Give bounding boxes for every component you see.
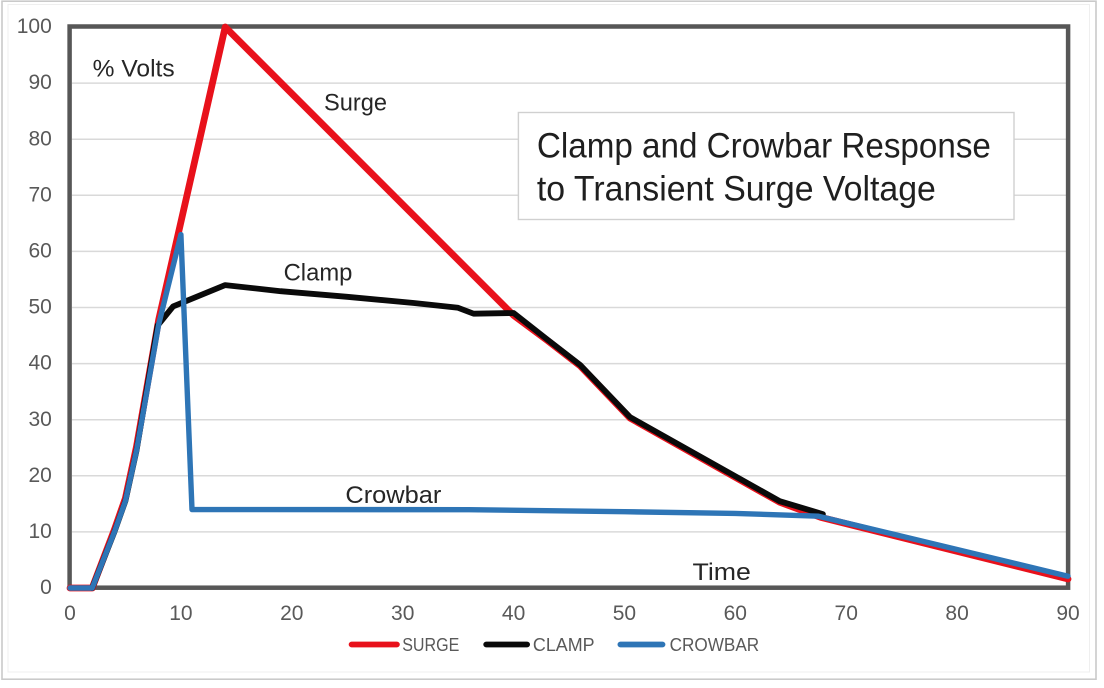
svg-text:CLAMP: CLAMP <box>533 634 595 655</box>
svg-text:20: 20 <box>28 464 51 487</box>
svg-text:80: 80 <box>28 127 51 150</box>
svg-text:CROWBAR: CROWBAR <box>670 634 760 655</box>
svg-text:Clamp and Crowbar Response: Clamp and Crowbar Response <box>537 127 991 166</box>
svg-text:50: 50 <box>28 296 51 319</box>
svg-text:% Volts: % Volts <box>93 56 175 83</box>
svg-text:0: 0 <box>64 602 76 625</box>
svg-text:50: 50 <box>613 602 636 625</box>
svg-text:20: 20 <box>280 602 303 625</box>
svg-text:60: 60 <box>724 602 747 625</box>
svg-text:SURGE: SURGE <box>402 634 459 655</box>
svg-text:100: 100 <box>17 15 52 38</box>
svg-text:Clamp: Clamp <box>284 259 353 286</box>
svg-text:40: 40 <box>28 352 51 375</box>
svg-text:90: 90 <box>28 71 51 94</box>
svg-text:to Transient Surge Voltage: to Transient Surge Voltage <box>537 170 936 209</box>
svg-text:90: 90 <box>1056 602 1079 625</box>
svg-text:80: 80 <box>945 602 968 625</box>
svg-text:10: 10 <box>169 602 192 625</box>
svg-text:Crowbar: Crowbar <box>345 482 441 509</box>
svg-text:0: 0 <box>40 576 52 599</box>
svg-text:60: 60 <box>28 240 51 263</box>
svg-text:70: 70 <box>28 183 51 206</box>
svg-text:Time: Time <box>693 559 751 586</box>
svg-text:Surge: Surge <box>324 90 387 117</box>
svg-text:10: 10 <box>28 520 51 543</box>
svg-text:70: 70 <box>835 602 858 625</box>
svg-text:40: 40 <box>502 602 525 625</box>
svg-text:30: 30 <box>391 602 414 625</box>
svg-text:30: 30 <box>28 408 51 431</box>
